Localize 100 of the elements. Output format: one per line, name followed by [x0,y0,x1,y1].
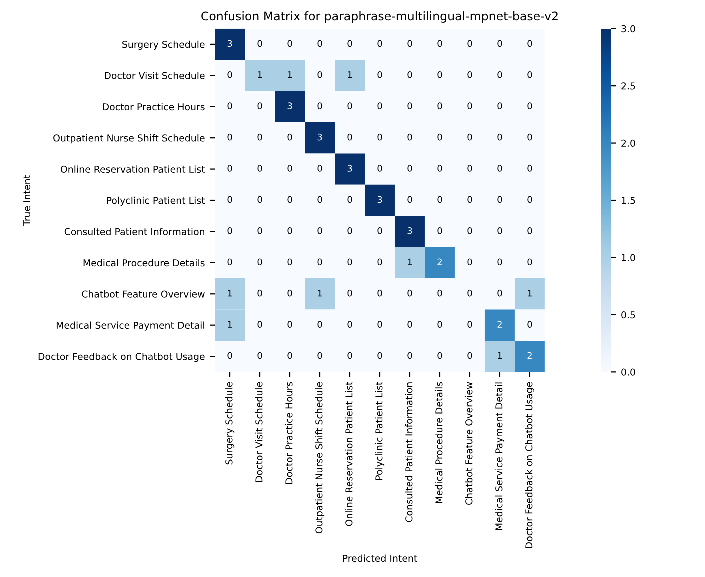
data-label: 1 [408,258,412,266]
color-bar-label: 2.5 [622,82,636,90]
y-tick-label: Surgery Schedule [122,40,205,50]
data-label: 0 [468,321,472,328]
data-label: 3 [408,228,412,234]
data-label: 3 [228,40,232,48]
data-label: 1 [318,290,322,297]
data-label: 0 [528,71,532,78]
data-label: 0 [408,71,412,78]
data-label: 0 [288,40,292,48]
data-label: 0 [348,228,352,234]
data-label: 0 [408,40,412,48]
data-label: 0 [438,321,442,328]
data-label: 0 [438,71,442,78]
x-tick-label: Online Reservation Patient List [345,382,353,526]
data-label: 0 [438,134,442,141]
data-label: 0 [348,321,352,328]
data-label: 0 [468,352,472,360]
data-label: 0 [438,228,442,234]
x-tick-label: Medical Service Payment Detail [495,382,505,530]
data-label: 1 [228,321,232,328]
x-tick-label: Doctor Feedback on Chatbot Usage [525,382,535,548]
data-label: 0 [438,40,442,48]
color-bar-label: 1.5 [622,197,636,204]
data-label: 0 [408,352,412,360]
y-axis-title: True Intent [24,175,31,226]
color-bar-label: 0.5 [622,312,636,319]
data-label: 0 [348,102,352,110]
data-label: 1 [228,290,232,297]
color-bar-label: 1.0 [622,254,636,262]
data-label: 0 [258,102,262,110]
data-label: 0 [378,165,382,172]
data-label: 0 [438,102,442,110]
data-label: 0 [468,258,472,266]
data-label: 0 [408,102,412,110]
x-tick-label: Outpatient Nurse Shift Schedule [315,382,325,534]
x-tick-label: Consulted Patient Information [405,382,413,522]
data-label: 0 [288,228,292,234]
data-label: 0 [468,228,472,234]
data-label: 0 [318,258,322,266]
x-tick-label: Doctor Practice Hours [285,382,293,484]
data-label: 0 [318,196,322,204]
data-label: 3 [318,134,322,141]
x-tick-label: Medical Procedure Details [435,382,443,504]
data-label: 0 [408,321,412,328]
data-label: 0 [408,134,412,141]
data-label: 0 [348,290,352,297]
y-tick-label: Consulted Patient Information [64,228,205,236]
data-label: 0 [408,196,412,204]
data-label: 0 [228,71,232,78]
data-label: 2 [528,352,532,360]
data-label: 0 [498,165,502,172]
data-label: 0 [378,40,382,48]
data-label: 0 [498,290,502,297]
data-label: 0 [528,134,532,141]
data-label: 0 [528,321,532,328]
data-label: 0 [258,165,262,172]
x-tick-label: Polyclinic Patient List [375,382,385,480]
data-label: 0 [438,290,442,297]
y-tick-label: Medical Procedure Details [84,259,205,267]
data-label: 0 [228,102,232,110]
data-label: 0 [258,352,262,360]
data-label: 0 [258,196,262,204]
data-label: 0 [468,102,472,110]
y-tick-label: Doctor Visit Schedule [105,72,205,80]
data-label: 0 [258,228,262,234]
data-label: 0 [438,196,442,204]
x-axis-title: Predicted Intent [343,554,418,562]
data-label: 0 [378,290,382,297]
data-label: 0 [258,258,262,266]
data-label: 0 [318,102,322,110]
data-label: 0 [468,165,472,172]
data-label: 0 [318,352,322,360]
data-label: 0 [378,102,382,110]
data-label: 0 [258,321,262,328]
data-label: 0 [438,352,442,360]
x-tick-label: Chatbot Feature Overview [465,382,473,506]
data-label: 0 [288,134,292,141]
data-label: 0 [228,165,232,172]
data-label: 0 [498,258,502,266]
data-label: 0 [378,352,382,360]
data-label: 0 [378,134,382,141]
color-bar-label: 0.0 [622,368,636,376]
data-label: 0 [318,71,322,78]
data-label: 2 [438,258,442,266]
data-label: 3 [378,196,382,204]
data-label: 3 [348,165,352,172]
y-tick-label: Medical Service Payment Detail [56,322,204,331]
data-label: 0 [258,40,262,48]
data-label: 0 [528,102,532,110]
data-label: 0 [318,40,322,48]
data-label: 1 [258,72,262,78]
y-tick-label: Chatbot Feature Overview [82,290,205,298]
data-label: 0 [528,196,532,204]
data-label: 0 [348,134,352,141]
data-label: 0 [228,228,232,234]
data-label: 0 [438,165,442,172]
data-label: 0 [348,352,352,360]
data-label: 0 [318,165,322,172]
data-label: 0 [288,321,292,328]
